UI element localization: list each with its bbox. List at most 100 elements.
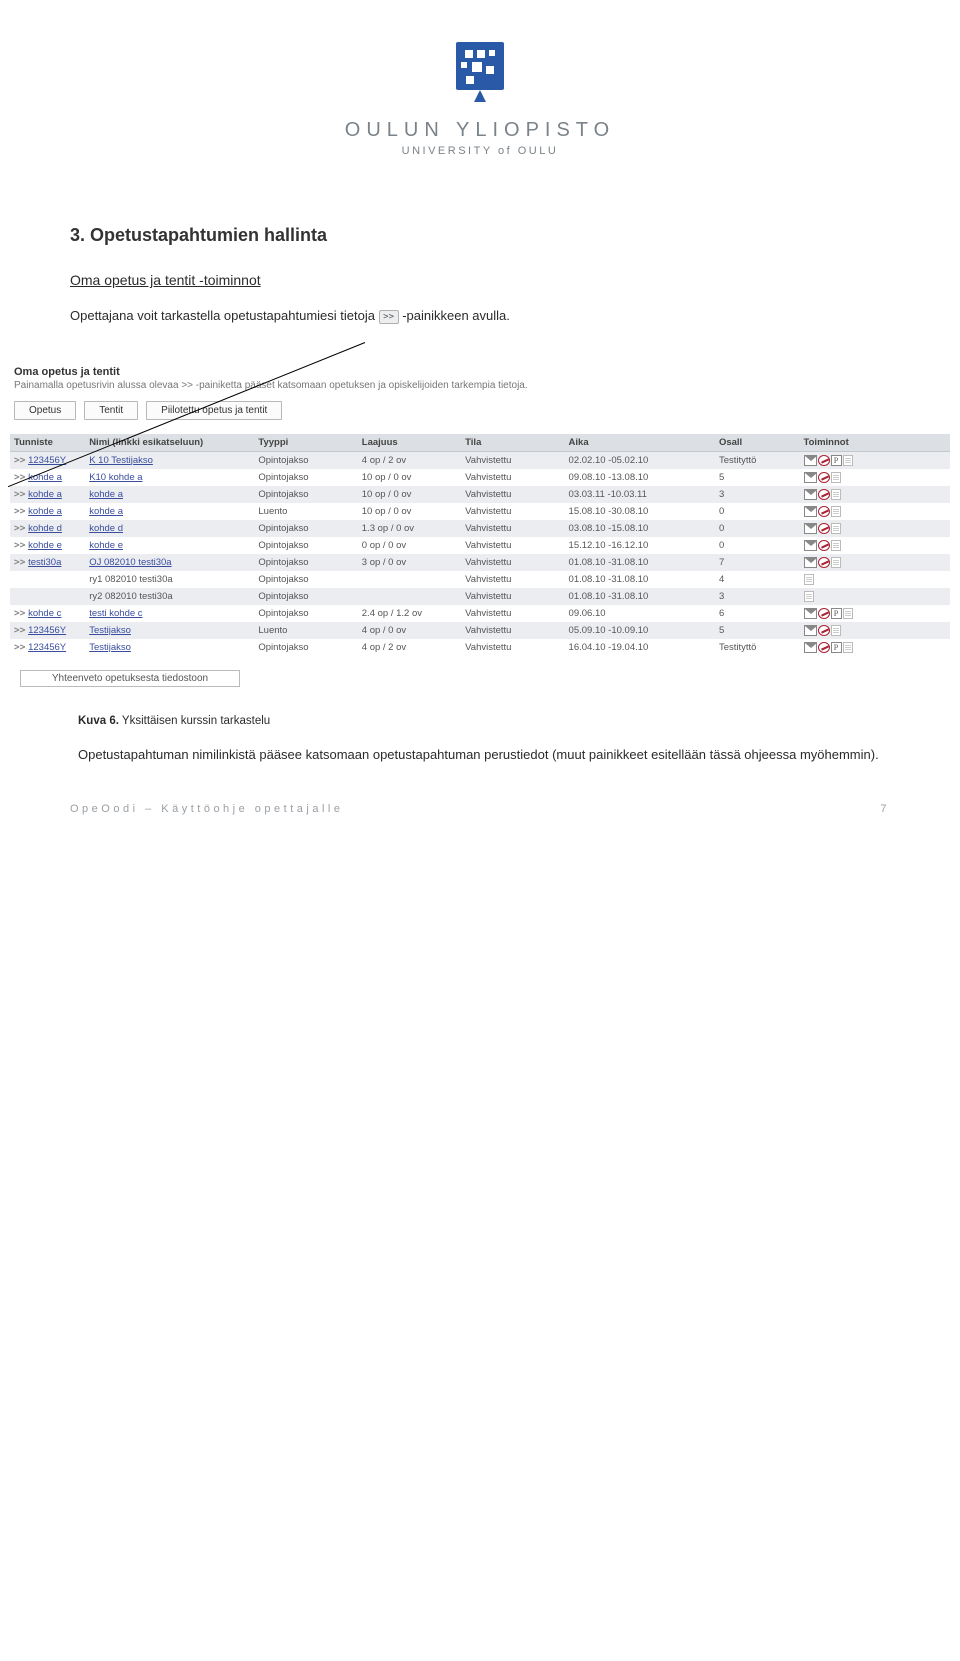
mail-icon[interactable] (804, 625, 817, 636)
hide-icon[interactable] (818, 523, 830, 534)
logo-sub: UNIVERSITY of OULU (70, 145, 890, 157)
course-name-link[interactable]: Testijakso (89, 625, 131, 636)
course-name-link[interactable]: kohde a (89, 489, 123, 500)
expand-chevron-icon[interactable]: >> (14, 489, 25, 500)
col-header[interactable]: Toiminnot (800, 434, 950, 452)
figure-caption: Kuva 6. Yksittäisen kurssin tarkastelu (78, 715, 882, 727)
expand-chevron-icon[interactable]: >> (14, 455, 25, 466)
hide-icon[interactable] (818, 557, 830, 568)
p-icon[interactable]: P (831, 608, 842, 619)
cell-l: 4 op / 0 ov (358, 622, 461, 639)
col-header[interactable]: Laajuus (358, 434, 461, 452)
cell-o: 4 (715, 571, 800, 588)
table-row: >> kohde dkohde dOpintojakso1.3 op / 0 o… (10, 520, 950, 537)
p-icon[interactable]: P (831, 642, 842, 653)
course-id[interactable]: 123456Y (28, 625, 66, 636)
course-id[interactable]: testi30a (28, 557, 61, 568)
hide-icon[interactable] (818, 455, 830, 466)
col-header[interactable]: Tila (461, 434, 564, 452)
course-id[interactable]: kohde a (28, 489, 62, 500)
expand-chevron-icon[interactable]: >> (14, 540, 25, 551)
oulu-logo-icon (450, 40, 510, 106)
mail-icon[interactable] (804, 523, 817, 534)
mail-icon[interactable] (804, 557, 817, 568)
row-actions (800, 469, 950, 486)
row-actions (800, 588, 950, 605)
cell-l: 4 op / 2 ov (358, 451, 461, 469)
cell-s: Vahvistettu (461, 469, 564, 486)
chevron-button-inline[interactable]: >> (379, 310, 399, 324)
doc-icon[interactable] (843, 642, 853, 653)
doc-icon[interactable] (831, 540, 841, 551)
course-name-link[interactable]: testi kohde c (89, 608, 142, 619)
shot-title: Oma opetus ja tentit (14, 366, 950, 378)
p-icon[interactable]: P (831, 455, 842, 466)
hide-icon[interactable] (818, 642, 830, 653)
course-id[interactable]: 123456Y (28, 642, 66, 653)
table-row: >> testi30aOJ 082010 testi30aOpintojakso… (10, 554, 950, 571)
mail-icon[interactable] (804, 489, 817, 500)
cell-s: Vahvistettu (461, 639, 564, 656)
course-name-link[interactable]: Testijakso (89, 642, 131, 653)
expand-chevron-icon[interactable]: >> (14, 506, 25, 517)
expand-chevron-icon[interactable]: >> (14, 523, 25, 534)
hide-icon[interactable] (818, 540, 830, 551)
mail-icon[interactable] (804, 642, 817, 653)
hide-icon[interactable] (818, 625, 830, 636)
doc-icon[interactable] (831, 506, 841, 517)
doc-icon[interactable] (804, 591, 814, 602)
cell-ty: Opintojakso (254, 537, 357, 554)
cell-o: 0 (715, 520, 800, 537)
doc-icon[interactable] (831, 523, 841, 534)
mail-icon[interactable] (804, 506, 817, 517)
col-header[interactable]: Nimi (linkki esikatseluun) (85, 434, 254, 452)
course-name-link[interactable]: K 10 Testijakso (89, 455, 153, 466)
col-header[interactable]: Tyyppi (254, 434, 357, 452)
course-id[interactable]: kohde d (28, 523, 62, 534)
course-name-link[interactable]: OJ 082010 testi30a (89, 557, 171, 568)
doc-icon[interactable] (831, 625, 841, 636)
col-header[interactable]: Tunniste (10, 434, 85, 452)
cell-a: 01.08.10 -31.08.10 (565, 571, 715, 588)
doc-icon[interactable] (804, 574, 814, 585)
mail-icon[interactable] (804, 608, 817, 619)
expand-chevron-icon[interactable]: >> (14, 608, 25, 619)
cell-s: Vahvistettu (461, 451, 564, 469)
mail-icon[interactable] (804, 540, 817, 551)
expand-chevron-icon[interactable]: >> (14, 557, 25, 568)
course-name-link[interactable]: kohde d (89, 523, 123, 534)
caption-txt: Yksittäisen kurssin tarkastelu (119, 715, 270, 727)
col-header[interactable]: Osall (715, 434, 800, 452)
row-actions (800, 520, 950, 537)
doc-icon[interactable] (843, 608, 853, 619)
col-header[interactable]: Aika (565, 434, 715, 452)
doc-icon[interactable] (831, 489, 841, 500)
doc-icon[interactable] (831, 472, 841, 483)
course-id[interactable]: kohde e (28, 540, 62, 551)
hide-icon[interactable] (818, 506, 830, 517)
course-name-link[interactable]: kohde e (89, 540, 123, 551)
course-id[interactable]: kohde c (28, 608, 61, 619)
course-name-link[interactable]: K10 kohde a (89, 472, 142, 483)
hide-icon[interactable] (818, 608, 830, 619)
hide-icon[interactable] (818, 489, 830, 500)
export-summary-button[interactable]: Yhteenveto opetuksesta tiedostoon (20, 670, 240, 687)
cell-ty: Opintojakso (254, 451, 357, 469)
course-id[interactable]: kohde a (28, 506, 62, 517)
table-row: >> kohde akohde aLuento10 op / 0 ovVahvi… (10, 503, 950, 520)
intro-b: -painikkeen avulla. (402, 308, 510, 323)
expand-chevron-icon[interactable]: >> (14, 642, 25, 653)
hide-icon[interactable] (818, 472, 830, 483)
mail-icon[interactable] (804, 472, 817, 483)
tab-opetus[interactable]: Opetus (14, 401, 76, 420)
doc-icon[interactable] (831, 557, 841, 568)
table-row: ry2 082010 testi30aOpintojaksoVahvistett… (10, 588, 950, 605)
table-row: >> 123456YTestijaksoLuento4 op / 0 ovVah… (10, 622, 950, 639)
cell-o: Testityttö (715, 451, 800, 469)
expand-chevron-icon[interactable]: >> (14, 625, 25, 636)
mail-icon[interactable] (804, 455, 817, 466)
doc-icon[interactable] (843, 455, 853, 466)
course-name-link[interactable]: kohde a (89, 506, 123, 517)
tab-tentit[interactable]: Tentit (84, 401, 138, 420)
cell-o: 7 (715, 554, 800, 571)
